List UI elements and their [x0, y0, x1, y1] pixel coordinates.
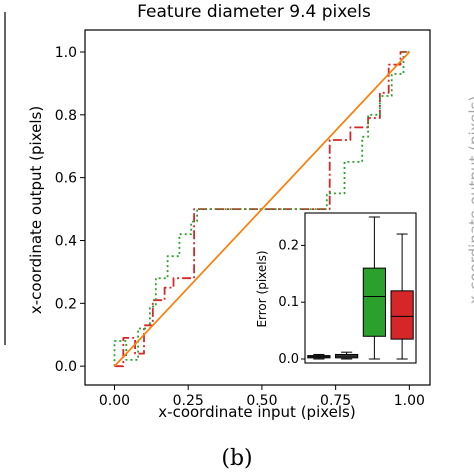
box-body [362, 267, 386, 337]
main-ticks: 0.00 0.25 0.50 0.75 1.00 0.0 0.2 0.4 0.6 0.8 1.0 [55, 45, 425, 409]
x-tick-label: 1.00 [394, 393, 425, 409]
inset-plot-area [307, 216, 414, 360]
inset-box-1 [307, 353, 331, 360]
box-body [390, 290, 414, 340]
x-axis-label: x-coordinate input (pixels) [158, 403, 355, 421]
inset-y-tick-label: 0.1 [278, 295, 299, 310]
right-panel-clipped-label: x-coordinate output (pixels) [466, 96, 474, 304]
x-tick-label: 0.50 [246, 393, 277, 409]
y-tick-label: 0.8 [55, 108, 77, 124]
series-line-4 [113, 51, 410, 367]
figure-caption: (b) [221, 446, 252, 471]
y-tick-label: 0.6 [55, 171, 77, 187]
y-axis-label: x-coordinate output (pixels) [27, 106, 45, 314]
inset-box-2 [335, 351, 359, 360]
y-tick-label: 1.0 [55, 45, 77, 61]
x-tick-label: 0.00 [99, 393, 130, 409]
inset-box-4 [390, 233, 414, 360]
y-tick-label: 0.0 [55, 359, 77, 375]
main-plot-area [113, 51, 410, 368]
x-tick-label: 0.75 [320, 393, 351, 409]
chart-title: Feature diameter 9.4 pixels [137, 2, 371, 22]
inset-axes-frame [304, 212, 417, 364]
y-tick-label: 0.2 [55, 296, 77, 312]
series-line-2 [113, 51, 410, 367]
inset-ticks: 0.0 0.1 0.2 [278, 238, 305, 367]
inset-y-axis-label: Error (pixels) [255, 250, 269, 327]
inset-box-3 [362, 216, 386, 360]
inset-background [305, 213, 416, 363]
series-line-1 [114, 51, 410, 368]
inset-y-tick-label: 0.0 [278, 352, 299, 367]
y-tick-label: 0.4 [55, 233, 77, 249]
x-tick-label: 0.25 [173, 393, 204, 409]
inset-y-tick-label: 0.2 [278, 238, 299, 253]
main-axes-frame [84, 29, 431, 386]
